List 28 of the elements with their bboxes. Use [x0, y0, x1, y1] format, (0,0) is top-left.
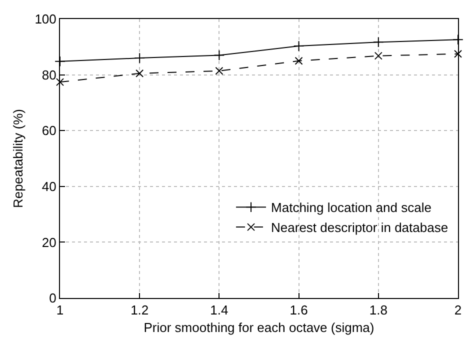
y-tick-label: 60: [42, 123, 56, 138]
point: [454, 50, 462, 58]
point: [374, 52, 382, 60]
y-tick-label: 80: [42, 67, 56, 82]
point: [215, 66, 224, 75]
legend-label: Matching location and scale: [271, 200, 432, 216]
point: [214, 50, 225, 61]
x-tick-label: 1.2: [130, 302, 149, 318]
point: [136, 69, 144, 78]
y-tick-label: 40: [42, 178, 56, 194]
x-tick-label: 1.4: [210, 302, 228, 318]
y-axis-title: Repeatability (%): [10, 109, 26, 208]
point: [134, 52, 145, 64]
point: [294, 56, 303, 65]
x-tick-label: 1.8: [369, 302, 388, 318]
x-axis-title: Prior smoothing for each octave (sigma): [144, 320, 374, 336]
point: [54, 56, 66, 67]
legend-label: Nearest descriptor in database: [271, 220, 448, 236]
x-tick-label: 1: [56, 302, 64, 318]
x-tick-label: 1.6: [290, 302, 308, 318]
point: [56, 78, 64, 86]
x-tick-label: 2: [454, 302, 462, 318]
y-tick-label: 20: [42, 234, 56, 250]
point: [373, 36, 384, 48]
point: [293, 40, 304, 52]
point: [452, 34, 464, 46]
y-tick-label: 100: [34, 12, 56, 27]
y-tick-label: 0: [49, 290, 56, 306]
